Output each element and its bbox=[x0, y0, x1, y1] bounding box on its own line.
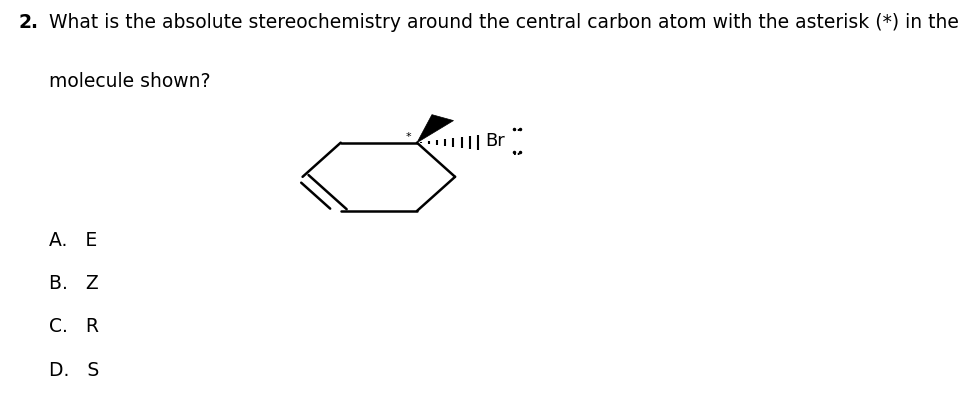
Text: ..: .. bbox=[513, 146, 520, 157]
Text: A.   E: A. E bbox=[48, 231, 97, 250]
Text: B.   Z: B. Z bbox=[48, 274, 98, 293]
Text: What is the absolute stereochemistry around the central carbon atom with the ast: What is the absolute stereochemistry aro… bbox=[48, 13, 957, 32]
Text: C.   R: C. R bbox=[48, 318, 99, 337]
Text: *: * bbox=[405, 132, 411, 142]
Polygon shape bbox=[417, 115, 453, 143]
Text: D.   S: D. S bbox=[48, 361, 99, 380]
Text: 2.: 2. bbox=[18, 13, 38, 32]
Text: Br: Br bbox=[484, 132, 504, 150]
Text: molecule shown?: molecule shown? bbox=[48, 72, 210, 91]
Text: ..: .. bbox=[513, 123, 520, 133]
